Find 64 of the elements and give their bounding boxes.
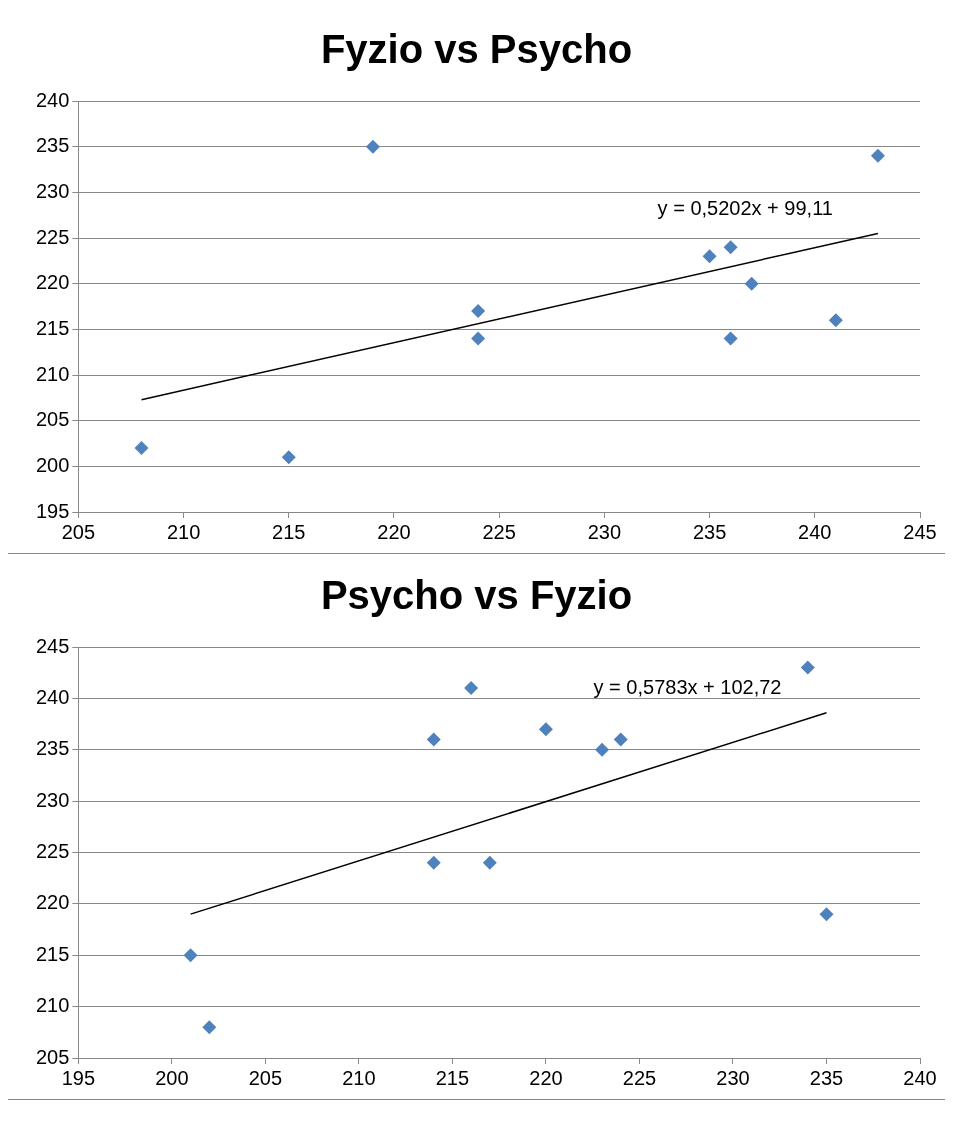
y-tick-label: 210 [35, 362, 70, 385]
point [426, 732, 441, 747]
point [202, 1020, 217, 1035]
x-tick-label: 195 [61, 1066, 96, 1089]
x-tick-label: 235 [809, 1066, 844, 1089]
point [723, 331, 738, 346]
y-tick-label: 220 [35, 271, 70, 294]
y-tick-label: 225 [35, 840, 70, 863]
x-tick-label: 215 [272, 520, 306, 543]
y-tick-label: 235 [35, 134, 70, 157]
y-tick-label: 230 [35, 788, 70, 811]
y-tick-label: 225 [35, 225, 70, 248]
point [464, 681, 479, 696]
x-tick-label: 205 [61, 520, 96, 543]
y-tick-label: 230 [35, 179, 70, 202]
point [800, 660, 815, 675]
y-tick-label: 205 [35, 1045, 70, 1068]
point [702, 249, 717, 264]
point [134, 441, 149, 456]
point [870, 148, 885, 163]
x-tick-label: 205 [248, 1066, 283, 1089]
point [365, 139, 380, 154]
annotation: y = 0,5783x + 102,72 [593, 676, 782, 699]
y-tick-label: 205 [35, 408, 70, 431]
x-tick-label: 200 [155, 1066, 189, 1089]
x-tick-label: 215 [435, 1066, 470, 1089]
point [183, 948, 198, 963]
x-tick-label: 235 [692, 520, 727, 543]
y-tick-label: 220 [35, 891, 70, 914]
y-tick-label: 240 [35, 88, 70, 111]
y-tick-label: 215 [35, 316, 70, 339]
point [482, 855, 497, 870]
chart-title: Fyzio vs Psycho [320, 27, 633, 72]
point [744, 276, 759, 291]
x-tick-label: 210 [342, 1066, 376, 1089]
x-tick-label: 230 [587, 520, 622, 543]
point [538, 722, 553, 737]
chart-title: Psycho vs Fyzio [320, 573, 633, 618]
x-tick-label: 225 [622, 1066, 657, 1089]
x-tick-label: 245 [903, 520, 937, 543]
annotation: y = 0,5202x + 99,11 [657, 196, 833, 219]
y-tick-label: 235 [35, 737, 70, 760]
point [281, 450, 296, 465]
point [828, 313, 843, 328]
point [819, 907, 834, 922]
point [613, 732, 628, 747]
y-tick-label: 195 [35, 499, 70, 522]
x-tick-label: 220 [529, 1066, 563, 1089]
x-tick-label: 240 [798, 520, 832, 543]
x-tick-label: 230 [716, 1066, 750, 1089]
point [426, 855, 441, 870]
y-tick-label: 210 [35, 994, 70, 1017]
x-tick-label: 225 [482, 520, 516, 543]
point [471, 304, 486, 319]
y-tick-label: 215 [35, 942, 70, 965]
point [595, 742, 610, 757]
y-tick-label: 245 [35, 634, 70, 657]
x-tick-label: 210 [166, 520, 201, 543]
x-tick-label: 240 [903, 1066, 937, 1089]
y-tick-label: 240 [35, 685, 70, 708]
x-tick-label: 220 [377, 520, 411, 543]
point [723, 240, 738, 255]
y-tick-label: 200 [35, 453, 70, 476]
point [471, 331, 486, 346]
